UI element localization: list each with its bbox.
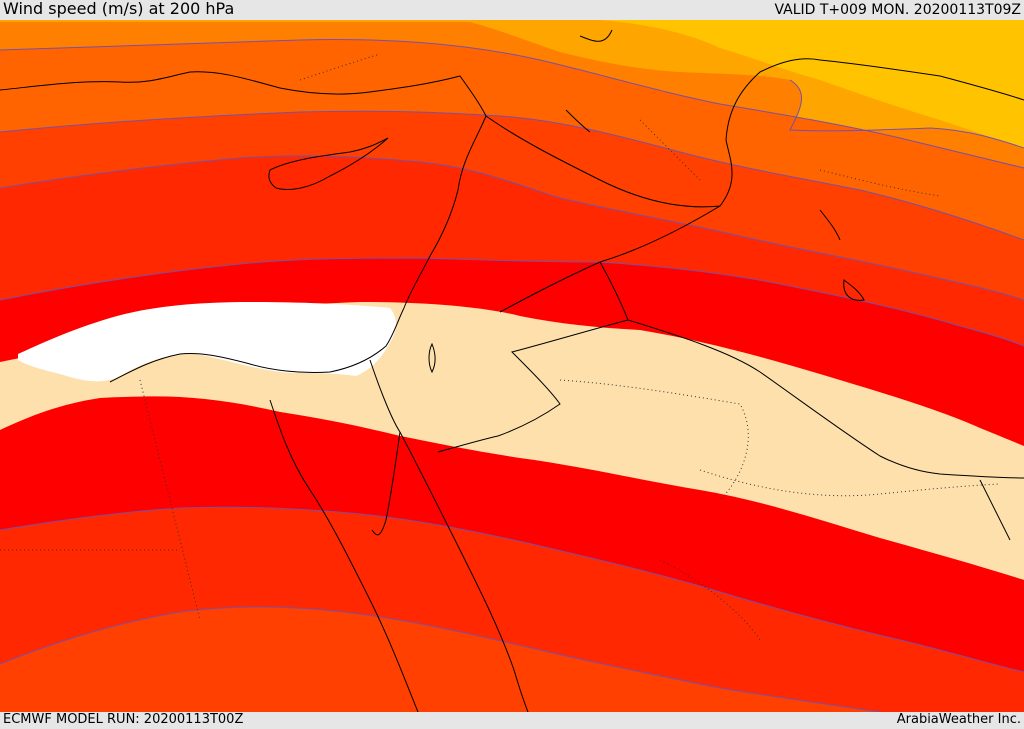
model-run: ECMWF MODEL RUN: 20200113T00Z — [3, 712, 244, 727]
header-bar: Wind speed (m/s) at 200 hPa VALID T+009 … — [0, 0, 1024, 20]
contour-lines — [0, 39, 1024, 712]
wind-speed-map — [0, 20, 1024, 712]
footer-bar: ECMWF MODEL RUN: 20200113T00Z ArabiaWeat… — [0, 712, 1024, 729]
dotted-borders — [0, 53, 1001, 641]
brand-credit: ArabiaWeather Inc. — [896, 712, 1021, 727]
map-title: Wind speed (m/s) at 200 hPa — [3, 0, 235, 18]
calm-core — [0, 302, 1024, 580]
valid-time: VALID T+009 MON. 20200113T09Z — [774, 2, 1021, 18]
coastlines — [0, 29, 1024, 712]
band-red-orange-south — [0, 606, 880, 712]
jet-max-core — [18, 302, 396, 382]
band-red-south — [0, 396, 1024, 660]
